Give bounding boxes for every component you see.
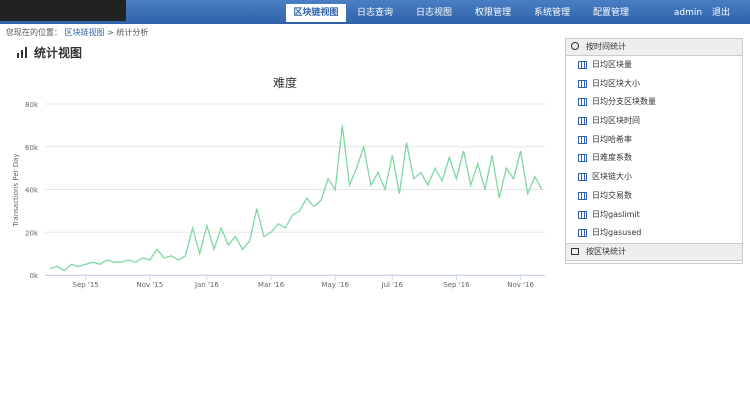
icon (578, 154, 587, 163)
x-tick-label: Sep '15 (73, 281, 99, 289)
icon (578, 98, 587, 107)
sidebar-item[interactable]: 区块链大小 (566, 168, 742, 187)
x-tick-label: May '16 (321, 281, 349, 289)
sidebar-item[interactable]: 日均区块时间 (566, 112, 742, 131)
y-axis-label: Transactions Per Day (12, 153, 20, 227)
nav-item[interactable]: 系统管理 (533, 8, 570, 18)
icon (578, 229, 587, 238)
y-tick-label: 40k (25, 187, 39, 195)
logo (0, 0, 126, 21)
y-tick-label: 60k (25, 144, 39, 152)
section-title: 按区块统计 (586, 246, 626, 256)
item-label: 日均区块量 (592, 60, 632, 69)
item-label: 日均gasused (592, 228, 642, 238)
icon (578, 173, 587, 182)
line (49, 125, 543, 272)
sidebar-item[interactable]: 日均gaslimit (566, 206, 742, 225)
item-label: 日均gaslimit (592, 209, 640, 219)
sidebar-section[interactable]: 按区块统计 (566, 242, 742, 261)
sidebar-item[interactable]: 日难度系数 (566, 149, 742, 168)
chart-title: 难度 (273, 75, 297, 90)
sidebar-section[interactable]: 按时间统计 (566, 39, 742, 56)
nav-item[interactable]: 配置管理 (592, 8, 629, 18)
sidebar-items: 日均区块量日均区块大小日均分支区块数量 日均区块时间 日均哈希率日难度系数区块链大小… (566, 56, 742, 243)
breadcrumb: 您现在的位置： 区块链视图 > 统计分析 (6, 28, 149, 37)
item-label: 日均哈希率 (592, 134, 632, 144)
item-label: 日难度系数 (592, 153, 632, 163)
logout[interactable]: 退出 (711, 8, 730, 18)
y-tick-label: 0k (29, 272, 38, 280)
sidebar-item[interactable]: 日均区块量 (566, 56, 742, 75)
chart: 难度 Transactions Per Day 0k 20k 40k 60k 80k Sep … (12, 75, 545, 289)
user[interactable]: admin (673, 8, 703, 18)
title-icon (17, 47, 27, 58)
y-tick-label: 80k (25, 101, 39, 109)
icon (578, 135, 587, 144)
item-label: 区块链大小 (592, 172, 632, 182)
item-label: 日均区块大小 (592, 78, 640, 88)
page-title: 统计视图 (34, 46, 83, 60)
sidebar: 按时间统计 日均区块量日均区块大小日均分支区块数量 日均区块时间 日均哈希率日难度系… (565, 38, 743, 264)
icon (578, 191, 587, 200)
section-title: 按时间统计 (586, 42, 626, 51)
icon (578, 117, 587, 126)
item-label: 日均分支区块数量 (592, 97, 656, 107)
sidebar-item[interactable]: 日均交易数 (566, 187, 742, 206)
icon (578, 79, 587, 88)
x-tick-label: Mar '16 (258, 281, 285, 289)
y-tick-label: 20k (25, 229, 39, 237)
x-tick-label: Jul '16 (381, 281, 404, 289)
x-tick-label: Nov '15 (136, 281, 163, 289)
sidebar-item[interactable]: 日均区块大小 (566, 75, 742, 94)
x-tick-label: Nov '16 (507, 281, 534, 289)
item-label: 日均交易数 (592, 190, 632, 200)
top-bar (0, 0, 750, 24)
nav-item[interactable]: 区块链视图 (286, 4, 346, 22)
item-label: 日均区块时间 (592, 116, 640, 126)
breadcrumb-prefix: 您现在的位置： (6, 28, 62, 37)
sidebar-item[interactable]: 日均gasused (566, 224, 742, 243)
x-tick-label: Jan '16 (194, 281, 219, 289)
icon (578, 210, 587, 219)
nav-item[interactable]: 权限管理 (474, 8, 511, 18)
sidebar-item[interactable]: 日均哈希率 (566, 131, 742, 150)
breadcrumb-link[interactable]: 区块链视图 (64, 28, 105, 37)
icon (578, 61, 587, 69)
nav-item[interactable]: 日志视图 (415, 8, 452, 18)
sidebar-item[interactable]: 日均分支区块数量 (566, 93, 742, 112)
nav-item[interactable]: 日志查询 (356, 8, 393, 18)
breadcrumb-current: 统计分析 (116, 28, 149, 37)
x-tick-label: Sep '16 (443, 281, 470, 289)
